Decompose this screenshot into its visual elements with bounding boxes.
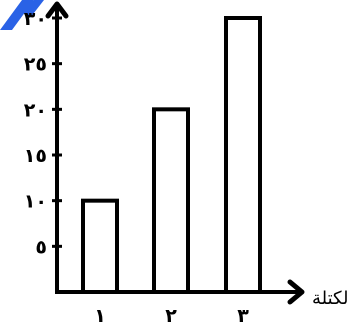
x-tick-label: ١ bbox=[94, 305, 106, 327]
x-axis-arrow bbox=[287, 279, 305, 305]
bars bbox=[81, 16, 262, 295]
y-tick-label: ١٥ bbox=[24, 145, 47, 167]
watermark-logo bbox=[0, 0, 44, 30]
y-tick-label: ٣٠ bbox=[24, 8, 47, 30]
x-axis-label: لكتلة bbox=[312, 288, 348, 309]
bar bbox=[224, 16, 262, 294]
bar bbox=[81, 198, 119, 295]
y-axis-arrow bbox=[45, 1, 69, 19]
y-ticks: ٥ ١٠ ١٥ ٢٠ ٢٥ ٣٠ bbox=[24, 8, 62, 258]
bar bbox=[152, 107, 190, 295]
x-ticks: ١ ٢ ٣ bbox=[94, 305, 249, 327]
y-tick-label: ٢٠ bbox=[24, 99, 47, 121]
x-tick-label: ٣ bbox=[237, 305, 249, 327]
y-tick-label: ٥ bbox=[35, 236, 47, 258]
x-tick-label: ٢ bbox=[165, 305, 177, 327]
y-tick-label: ٢٥ bbox=[24, 54, 47, 76]
y-tick-label: ١٠ bbox=[24, 191, 47, 213]
